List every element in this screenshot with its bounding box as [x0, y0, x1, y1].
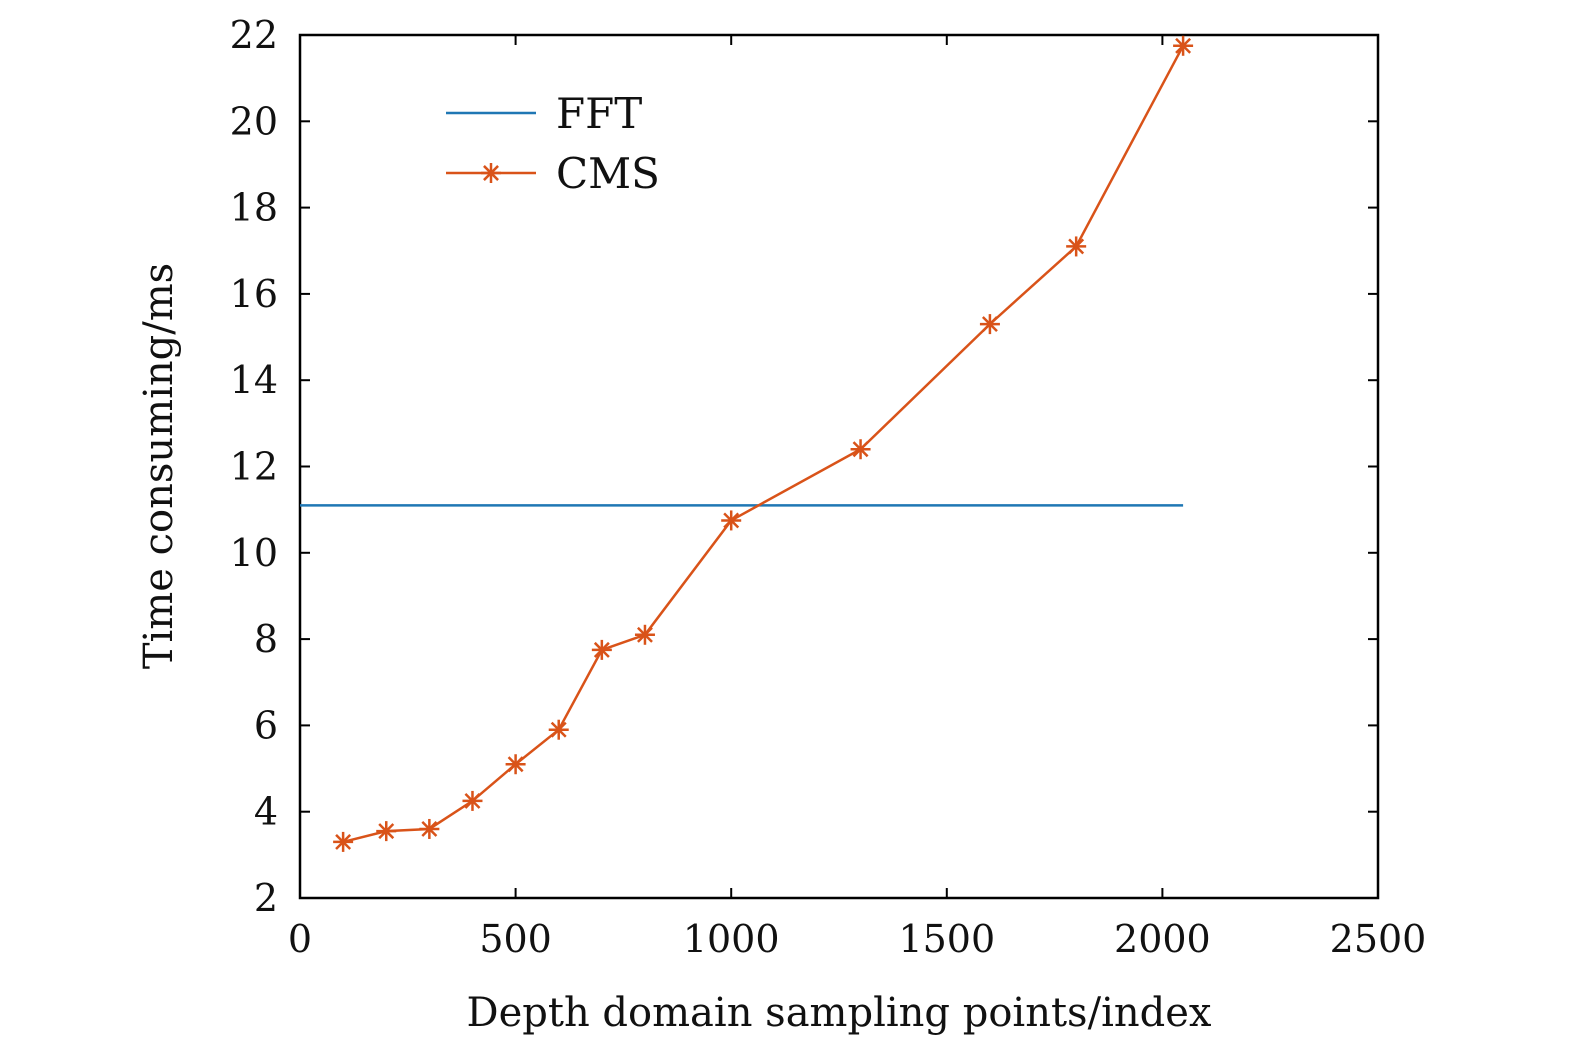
legend-label-cms: CMS [556, 149, 660, 198]
data-point-cms [376, 821, 397, 842]
data-point-cms [505, 754, 526, 775]
y-tick-label: 12 [230, 445, 278, 489]
x-axis-ticks: 0 500 1000 1500 2000 2500 [288, 35, 1426, 961]
x-tick-label: 1000 [683, 917, 780, 961]
data-point-cms [548, 719, 569, 740]
legend: FFT CMS [446, 89, 660, 198]
y-tick-label: 6 [254, 703, 278, 747]
x-tick-label: 500 [479, 917, 552, 961]
data-point-cms [979, 314, 1000, 335]
y-tick-label: 8 [254, 617, 278, 661]
legend-label-fft: FFT [556, 89, 642, 138]
data-point-cms [1173, 35, 1194, 56]
x-tick-label: 2000 [1114, 917, 1211, 961]
data-point-cms [1066, 236, 1087, 257]
y-tick-label: 16 [230, 272, 278, 316]
plot-frame [298, 33, 1380, 900]
data-point-cms [634, 624, 655, 645]
y-tick-label: 14 [230, 358, 278, 402]
y-axis-ticks: 2 4 6 8 10 12 14 16 18 20 22 [230, 13, 1378, 920]
x-tick-label: 2500 [1330, 917, 1427, 961]
y-tick-label: 10 [230, 531, 278, 575]
data-point-cms [850, 439, 871, 460]
y-tick-label: 20 [230, 99, 278, 143]
y-tick-label: 18 [230, 186, 278, 230]
x-axis-title: Depth domain sampling points/index [467, 990, 1212, 1036]
x-tick-label: 0 [288, 917, 312, 961]
y-axis-title: Time consuming/ms [136, 263, 182, 669]
legend-marker-cms [481, 163, 501, 183]
data-point-cms [721, 510, 742, 531]
y-tick-label: 22 [230, 13, 278, 57]
x-tick-label: 1500 [898, 917, 995, 961]
data-point-cms [462, 790, 483, 811]
y-tick-label: 2 [254, 876, 278, 920]
y-tick-label: 4 [254, 790, 278, 834]
data-point-cms [419, 818, 440, 839]
data-point-cms [591, 639, 612, 660]
series-line-cms [342, 45, 1185, 844]
data-point-cms [333, 831, 354, 852]
series-layer [300, 35, 1194, 852]
